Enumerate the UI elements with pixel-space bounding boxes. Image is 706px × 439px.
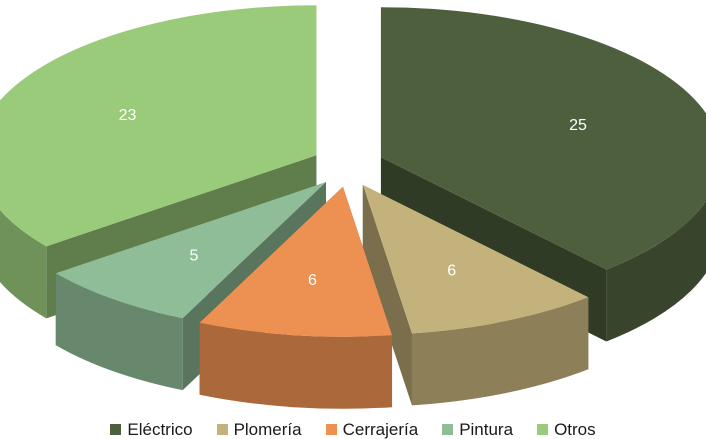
pie-slice-electrico <box>380 7 706 270</box>
legend-label-otros: Otros <box>554 420 596 439</box>
pie-slice-otros <box>0 5 317 247</box>
legend-item-cerrajeria: Cerrajería <box>325 420 419 439</box>
pie-rim-electrico <box>606 201 706 342</box>
legend-label-pintura: Pintura <box>459 420 514 439</box>
legend-swatch-otros <box>537 424 549 435</box>
pie-rim-cerrajeria <box>199 322 393 409</box>
pie-side-plomeria <box>362 184 412 406</box>
legend-swatch-plomeria <box>216 424 228 435</box>
legend-item-plomeria: Plomería <box>216 420 302 439</box>
slice-value-cerrajeria: 6 <box>308 272 317 289</box>
slice-value-plomeria: 6 <box>447 262 456 279</box>
legend-swatch-electrico <box>110 424 122 435</box>
pie-rim-plomeria <box>411 297 589 406</box>
chart-legend: Eléctrico Plomería Cerrajería Pintura Otros <box>0 420 706 439</box>
legend-label-cerrajeria: Cerrajería <box>342 420 419 439</box>
pie-slice-cerrajeria <box>199 186 393 337</box>
slice-value-electrico: 25 <box>569 117 587 134</box>
pie-rim-otros <box>0 210 47 319</box>
legend-label-plomeria: Plomería <box>233 420 302 439</box>
legend-item-otros: Otros <box>537 420 596 439</box>
legend-item-pintura: Pintura <box>442 420 513 439</box>
pie-slice-plomeria <box>362 184 589 334</box>
legend-swatch-pintura <box>442 424 454 435</box>
pie-chart: 25 6 6 5 23 <box>0 5 706 409</box>
legend-swatch-cerrajeria <box>325 424 337 435</box>
slice-value-otros: 23 <box>119 107 137 124</box>
pie-slice-pintura <box>55 182 326 319</box>
legend-label-electrico: Eléctrico <box>127 420 193 439</box>
pie-rim-pintura <box>55 273 183 391</box>
legend-item-electrico: Eléctrico <box>110 420 193 439</box>
slice-value-pintura: 5 <box>190 248 199 265</box>
